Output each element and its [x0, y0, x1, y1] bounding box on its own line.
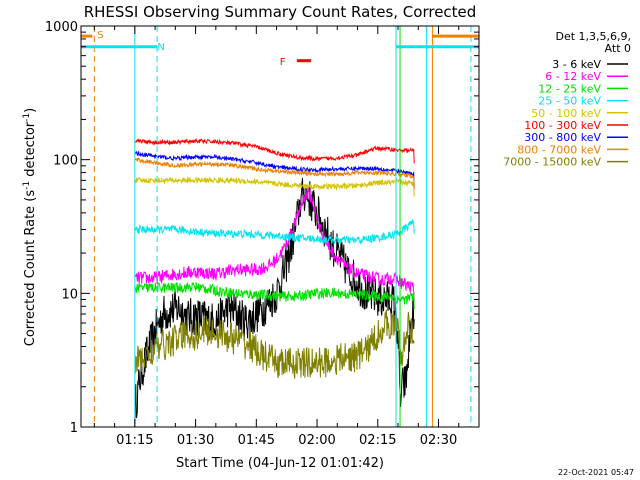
legend-title-line2: Att 0	[605, 42, 631, 55]
legend-label-50-100-kev: 50 - 100 keV	[531, 107, 601, 120]
legend-label-12-25-kev: 12 - 25 keV	[538, 82, 601, 95]
series-25-50-kev	[134, 219, 415, 245]
series-3-6-kev	[134, 177, 415, 424]
legend-title-line1: Det 1,3,5,6,9,	[555, 30, 631, 43]
y-axis-label-sup2: -1	[22, 113, 32, 122]
legend-label-25-50-kev: 25 - 50 keV	[538, 95, 601, 108]
y-tick-label-100: 100	[53, 154, 78, 169]
series-12-25-kev	[134, 282, 415, 310]
x-tick-label-0115: 01:15	[116, 433, 153, 448]
x-tick-label-0215: 02:15	[359, 433, 396, 448]
y-axis-label-end: )	[23, 108, 38, 113]
legend-label-3-6-kev: 3 - 6 keV	[552, 58, 601, 71]
y-tick-label-1: 1	[70, 421, 78, 436]
legend-label-300-800-kev: 300 - 800 keV	[524, 131, 601, 144]
annotation-s: S	[97, 30, 103, 41]
x-axis-ticks: 01:15 01:30 01:45 02:00 02:15 02:30	[93, 26, 460, 448]
y-axis-label: Corrected Count Rate (s-1 detector-1)	[22, 108, 38, 346]
annotation-n: N	[157, 42, 164, 53]
x-axis-label: Start Time (04-Jun-12 01:01:42)	[176, 456, 384, 471]
x-tick-label-0145: 01:45	[238, 433, 275, 448]
y-axis-label-mid: detector	[23, 121, 38, 181]
attenuator-markers	[93, 26, 472, 427]
x-tick-label-0230: 02:30	[420, 433, 457, 448]
series-100-300-kev	[134, 138, 415, 164]
plot-frame	[80, 25, 480, 428]
series-50-100-kev	[134, 176, 415, 197]
x-tick-label-0130: 01:30	[177, 433, 214, 448]
legend-label-100-300-kev: 100 - 300 keV	[524, 119, 601, 132]
y-axis-ticks: 1 10 100 1000	[45, 20, 479, 436]
series-6-12-kev	[134, 187, 415, 301]
series-layer	[134, 138, 415, 424]
y-tick-label-1000: 1000	[45, 20, 78, 35]
annotation-f: F	[280, 57, 286, 68]
legend-label-800-7000-kev: 800 - 7000 keV	[517, 143, 601, 156]
x-tick-label-0200: 02:00	[298, 433, 335, 448]
y-axis-label-main: Corrected Count Rate (s	[23, 190, 38, 347]
state-bars	[81, 34, 479, 63]
series-800-7000-kev	[134, 157, 415, 190]
series-300-800-kev	[134, 150, 415, 188]
legend-label-7000-15000-kev: 7000 - 15000 keV	[503, 156, 601, 169]
footer-timestamp: 22-Oct-2021 05:47	[558, 468, 634, 477]
chart-title: RHESSI Observing Summary Count Rates, Co…	[84, 3, 477, 21]
series-7000-15000-kev	[134, 309, 415, 379]
y-axis-label-sup1: -1	[22, 181, 32, 190]
annotations: S N F	[97, 30, 285, 68]
legend-label-6-12-kev: 6 - 12 keV	[545, 70, 601, 83]
y-tick-label-10: 10	[61, 287, 78, 302]
